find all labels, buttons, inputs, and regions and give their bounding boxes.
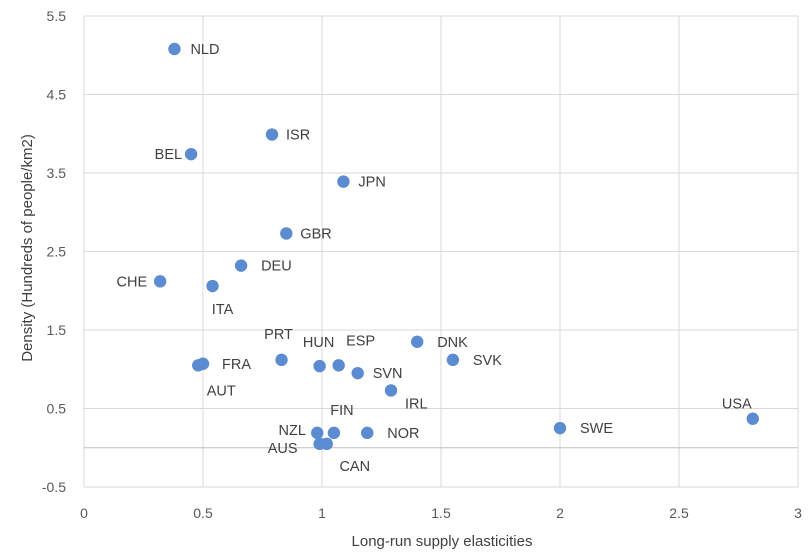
data-point-nor	[361, 426, 374, 440]
x-tick-labels: 0 0.5 1 1.5 2 2.5 3	[80, 505, 802, 521]
point-label-deu: DEU	[261, 259, 292, 275]
x-tick-label: 0	[80, 505, 88, 521]
x-axis-title: Long-run supply elasticities	[352, 533, 533, 550]
point-label-swe: SWE	[580, 421, 613, 437]
point-label-usa: USA	[722, 397, 752, 413]
data-point-svn	[351, 366, 364, 380]
y-tick-label: 5.5	[47, 8, 67, 24]
data-point-jpn	[337, 175, 350, 188]
point-label-fra: FRA	[222, 357, 251, 373]
data-point-isr	[265, 128, 279, 141]
point-label-nor: NOR	[387, 426, 419, 442]
point-label-jpn: JPN	[358, 175, 385, 191]
point-labels: NLD ISR BEL JPN GBR DEU CHE ITA DNK SVK PRT ESP HUN F…	[117, 42, 752, 475]
data-point-can	[320, 437, 333, 451]
data-points	[153, 42, 759, 451]
point-label-dnk: DNK	[437, 335, 468, 351]
point-label-nld: NLD	[190, 42, 219, 58]
data-point-che	[153, 275, 167, 288]
y-tick-label: -0.5	[42, 479, 66, 495]
x-tick-label: 1	[318, 505, 326, 521]
data-point-gbr	[280, 227, 293, 240]
y-tick-label: 4.5	[47, 87, 67, 103]
point-label-isr: ISR	[286, 128, 310, 144]
data-point-dnk	[411, 335, 424, 348]
data-point-ita	[206, 279, 219, 293]
y-tick-label: 3.5	[47, 165, 67, 181]
data-point-prt	[275, 353, 288, 367]
point-label-fin: FIN	[330, 403, 353, 419]
y-tick-label: 2.5	[47, 244, 67, 260]
y-axis-title: Density (Hundreds of people/km2)	[19, 134, 36, 362]
data-point-irl	[384, 384, 398, 397]
point-label-irl: IRL	[405, 396, 428, 412]
data-point-esp	[332, 359, 345, 372]
data-point-swe	[553, 421, 567, 435]
point-label-svn: SVN	[373, 366, 403, 382]
point-label-svk: SVK	[473, 353, 502, 369]
point-label-bel: BEL	[155, 147, 182, 163]
point-label-che: CHE	[117, 274, 148, 290]
y-tick-label: 0.5	[47, 401, 67, 417]
y-tick-label: 1.5	[47, 322, 67, 338]
data-point-deu	[234, 259, 248, 272]
point-label-aus: AUS	[268, 441, 298, 457]
point-label-hun: HUN	[303, 335, 334, 351]
x-tick-label: 0.5	[193, 505, 213, 521]
x-tick-label: 2	[556, 505, 564, 521]
gridlines	[83, 15, 799, 488]
point-label-nzl: NZL	[279, 423, 306, 439]
data-point-nld	[168, 42, 181, 56]
point-label-gbr: GBR	[300, 226, 331, 242]
data-point-fin	[327, 426, 341, 440]
data-point-bel	[184, 147, 198, 161]
point-label-ita: ITA	[212, 302, 234, 318]
data-point-nzl	[311, 426, 324, 440]
data-point-usa	[746, 412, 759, 425]
point-label-can: CAN	[339, 459, 370, 475]
x-tick-label: 1.5	[431, 505, 451, 521]
data-point-hun	[313, 359, 326, 373]
x-tick-label: 3	[794, 505, 802, 521]
point-label-aut: AUT	[207, 383, 236, 399]
y-tick-labels: -0.5 0.5 1.5 2.5 3.5 4.5 5.5	[42, 8, 66, 495]
x-tick-label: 2.5	[669, 505, 689, 521]
point-label-prt: PRT	[264, 327, 293, 343]
data-point-svk	[446, 353, 460, 367]
data-point-aut	[192, 359, 205, 372]
point-label-esp: ESP	[346, 333, 375, 349]
